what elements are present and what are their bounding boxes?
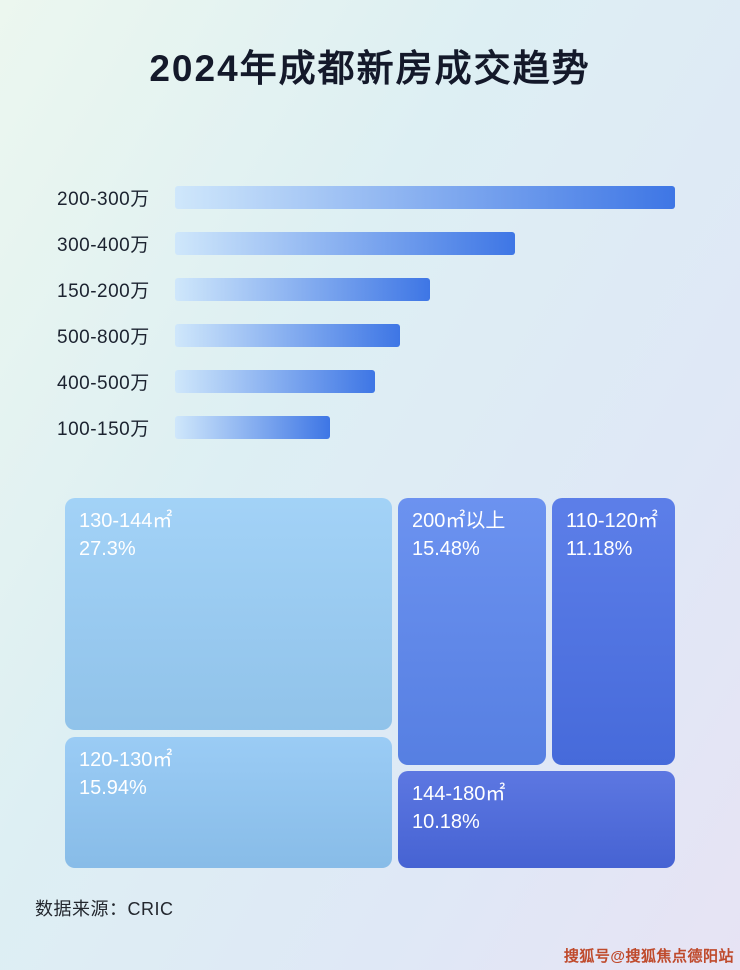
block-value: 15.48% [412, 538, 480, 560]
bar-track [175, 324, 675, 347]
page-title: 2024年成都新房成交趋势 [149, 48, 591, 89]
bar-row: 150-200万 [57, 278, 675, 302]
bar-row: 400-500万 [57, 370, 675, 394]
bar [175, 232, 515, 255]
bar-track [175, 278, 675, 301]
area-share-treemap: 130-144㎡ 27.3% 200㎡以上 15.48% 110-120㎡ 11… [65, 498, 675, 868]
bar-row: 200-300万 [57, 186, 675, 210]
treemap-block: 144-180㎡ 10.18% [398, 771, 675, 868]
bar [175, 416, 330, 439]
block-value: 15.94% [79, 777, 147, 799]
treemap-block: 130-144㎡ 27.3% [65, 498, 392, 730]
block-label: 120-130㎡ [79, 749, 173, 771]
bar-row: 100-150万 [57, 416, 675, 440]
bar-row: 300-400万 [57, 232, 675, 256]
treemap-block: 200㎡以上 15.48% [398, 498, 546, 765]
bar [175, 324, 400, 347]
watermark-text: 搜狐号@搜狐焦点德阳站 [563, 948, 734, 965]
bar-category-label: 100-150万 [57, 419, 150, 440]
block-label: 144-180㎡ [412, 783, 506, 805]
block-value: 27.3% [79, 538, 136, 560]
block-value: 10.18% [412, 811, 480, 833]
bar [175, 370, 375, 393]
bar-track [175, 416, 675, 439]
data-source-label: 数据来源：CRIC [35, 899, 174, 919]
bar [175, 278, 430, 301]
bar-category-label: 400-500万 [57, 373, 150, 394]
bar-row: 500-800万 [57, 324, 675, 348]
bar [175, 186, 675, 209]
price-range-bar-chart: 200-300万 300-400万 150-200万 500-800万 400-… [57, 186, 675, 462]
bar-track [175, 370, 675, 393]
treemap-block: 110-120㎡ 11.18% [552, 498, 675, 765]
bar-category-label: 500-800万 [57, 327, 150, 348]
block-label: 130-144㎡ [79, 510, 173, 532]
block-label: 200㎡以上 [412, 510, 506, 532]
block-label: 110-120㎡ [566, 510, 658, 532]
bar-category-label: 200-300万 [57, 189, 150, 210]
bar-category-label: 150-200万 [57, 281, 150, 302]
bar-track [175, 186, 675, 209]
treemap-block: 120-130㎡ 15.94% [65, 737, 392, 868]
bar-category-label: 300-400万 [57, 235, 150, 256]
bar-track [175, 232, 675, 255]
block-value: 11.18% [566, 538, 633, 560]
